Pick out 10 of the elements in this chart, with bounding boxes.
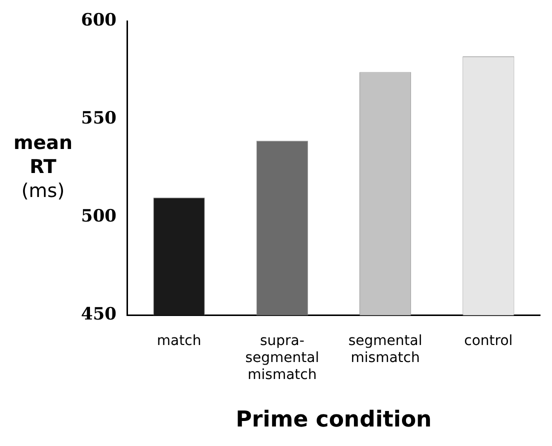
x-tick-label: supra-segmental mismatch bbox=[245, 333, 320, 383]
x-tick-label: control bbox=[464, 333, 513, 350]
x-tick-label: match bbox=[156, 333, 202, 350]
y-axis-title: mean RT (ms) bbox=[13, 132, 73, 202]
y-tick-label: 600 bbox=[80, 10, 117, 31]
y-tick-label: 450 bbox=[80, 304, 117, 325]
y-tick-label: 550 bbox=[80, 108, 117, 129]
y-tick-label: 500 bbox=[80, 206, 117, 227]
x-tick-label: segmental mismatch bbox=[348, 333, 422, 366]
x-axis-title: Prime condition bbox=[236, 408, 432, 433]
